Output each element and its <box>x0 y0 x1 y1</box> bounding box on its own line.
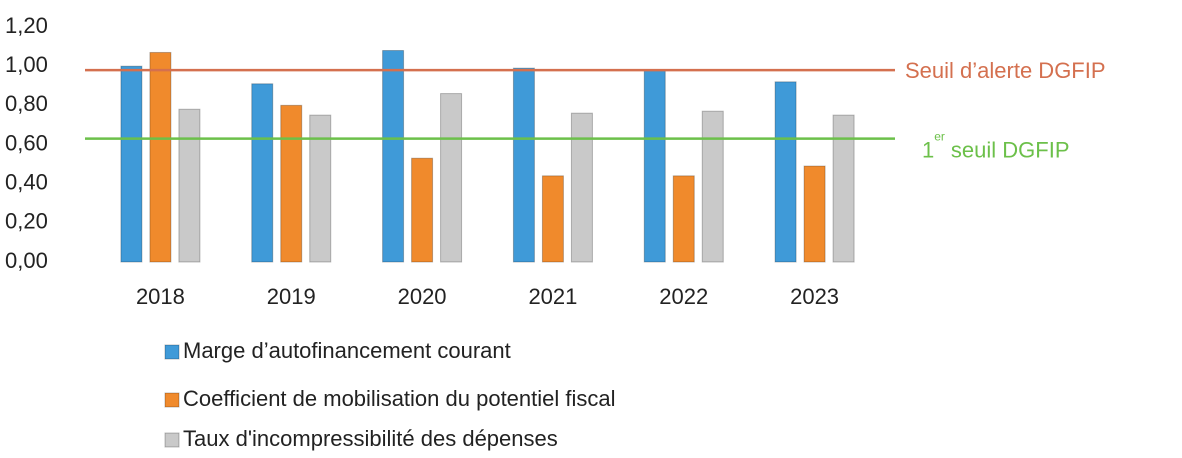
threshold-label-part: seuil DGFIP <box>951 137 1070 162</box>
y-tick-label: 1,00 <box>5 52 48 77</box>
bar <box>570 112 593 263</box>
legend-label: Taux d'incompressibilité des dépenses <box>183 426 558 451</box>
x-tick-label: 2018 <box>136 284 185 309</box>
y-tick-label: 1,20 <box>5 13 48 38</box>
bar <box>701 110 724 263</box>
bar <box>251 83 274 263</box>
legend-swatch <box>164 432 180 448</box>
legend-label: Coefficient de mobilisation du potentiel… <box>183 386 616 411</box>
legend-swatch <box>164 344 180 360</box>
bar <box>512 67 535 263</box>
y-tick-label: 0,00 <box>5 248 48 273</box>
bar <box>672 175 695 263</box>
y-tick-label: 0,80 <box>5 91 48 116</box>
bar <box>541 175 564 263</box>
bar <box>149 51 172 263</box>
legend-swatch <box>164 392 180 408</box>
threshold-label-part: Seuil d’alerte DGFIP <box>905 58 1106 83</box>
x-tick-label: 2023 <box>790 284 839 309</box>
y-tick-label: 0,60 <box>5 130 48 155</box>
threshold-label: 1er seuil DGFIP <box>922 130 1070 163</box>
x-tick-label: 2021 <box>528 284 577 309</box>
bar <box>411 157 434 263</box>
bar <box>643 69 666 263</box>
threshold-label-part: 1 <box>922 137 934 162</box>
bar <box>309 114 332 263</box>
bar <box>440 93 463 263</box>
bar <box>120 65 143 263</box>
x-tick-label: 2019 <box>267 284 316 309</box>
bar <box>832 114 855 263</box>
bar <box>803 165 826 263</box>
bar <box>178 108 201 263</box>
threshold-label-part: er <box>934 130 945 144</box>
x-tick-label: 2020 <box>398 284 447 309</box>
bar <box>774 81 797 263</box>
y-tick-label: 0,20 <box>5 209 48 234</box>
y-tick-label: 0,40 <box>5 169 48 194</box>
legend-label: Marge d’autofinancement courant <box>183 338 511 363</box>
threshold-label: Seuil d’alerte DGFIP <box>905 58 1106 83</box>
x-tick-label: 2022 <box>659 284 708 309</box>
bar <box>382 50 405 263</box>
bar <box>280 104 303 263</box>
